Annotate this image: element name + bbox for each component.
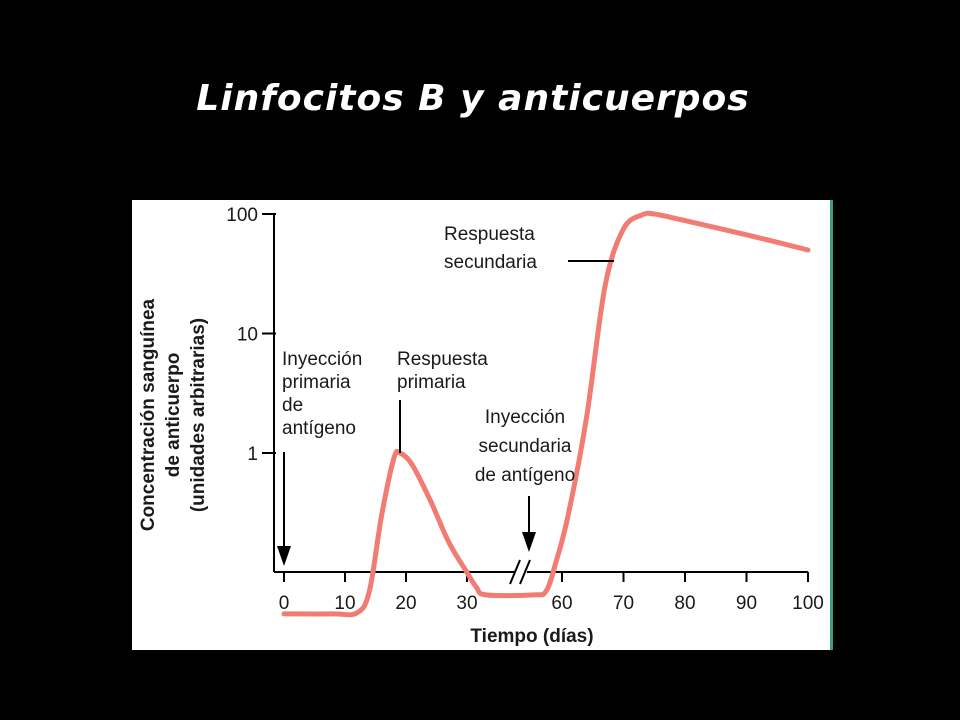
annotation-primary-injection: Inyección — [282, 349, 362, 370]
x-tick-label: 60 — [551, 593, 572, 614]
annotation-primary-response: Respuesta — [397, 349, 488, 370]
x-tick-label: 80 — [674, 593, 695, 614]
chart-panel: 1 10 100 0 10 20 30 60 70 80 90 100 Tiempo (días) Con… — [132, 200, 833, 650]
annotation-secondary-injection: secundaria — [479, 436, 572, 457]
y-axis-title-line: Concentración sanguínea — [138, 298, 159, 531]
x-tick-label: 10 — [334, 593, 355, 614]
y-axis-title-line: (unidades arbitrarias) — [188, 318, 209, 512]
x-tick-label: 70 — [613, 593, 634, 614]
x-tick-label: 20 — [395, 593, 416, 614]
y-tick-label: 1 — [247, 444, 258, 465]
slide-title: Linfocitos B y anticuerpos — [196, 78, 750, 119]
y-axis-title-line: de anticuerpo — [163, 353, 184, 478]
y-tick-label: 10 — [237, 325, 258, 346]
y-tick-label: 100 — [226, 205, 258, 226]
axis-break-mark — [509, 559, 521, 585]
x-tick-label: 100 — [792, 593, 824, 614]
axes: 1 10 100 0 10 20 30 60 70 80 90 100 Tiempo (días) Con… — [138, 205, 824, 647]
x-tick-label: 0 — [279, 593, 290, 614]
x-axis-title: Tiempo (días) — [470, 626, 593, 647]
annotation-secondary-injection: de antígeno — [475, 465, 575, 486]
annotation-primary-injection: antígeno — [282, 418, 356, 439]
annotation-secondary-injection: Inyección — [485, 407, 565, 428]
annotation-secondary-response: Respuesta — [444, 224, 535, 245]
annotation-secondary-response: secundaria — [444, 252, 537, 273]
antibody-response-chart: 1 10 100 0 10 20 30 60 70 80 90 100 Tiempo (días) Con… — [138, 205, 824, 647]
annotation-primary-injection: de — [282, 395, 303, 416]
annotation-primary-injection: primaria — [282, 372, 351, 393]
annotations-layer: InyecciónprimariadeantígenoRespuestaprim… — [277, 224, 614, 566]
antibody-concentration-line — [281, 210, 811, 618]
x-tick-label: 30 — [456, 593, 477, 614]
primary-injection-arrowhead — [277, 546, 291, 566]
x-tick-label: 90 — [736, 593, 757, 614]
secondary-injection-arrowhead — [522, 532, 536, 552]
axis-break-mark — [519, 559, 531, 585]
series-layer — [281, 210, 811, 618]
annotation-primary-response: primaria — [397, 372, 466, 393]
